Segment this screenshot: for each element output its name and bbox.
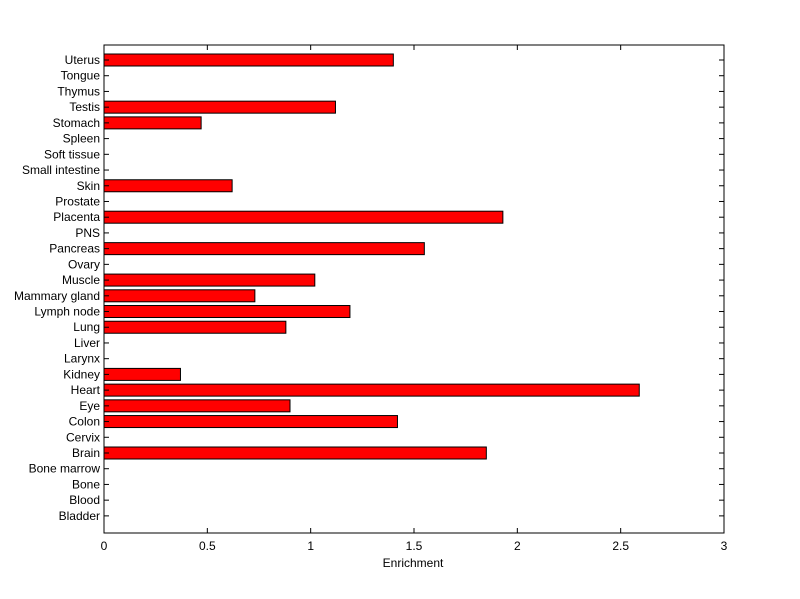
y-tick-label-heart: Heart bbox=[71, 383, 101, 397]
y-tick-label-soft-tissue: Soft tissue bbox=[44, 147, 100, 161]
bar-stomach bbox=[103, 116, 202, 130]
y-tick-label-brain: Brain bbox=[72, 446, 100, 460]
y-tick-label-pancreas: Pancreas bbox=[49, 242, 100, 256]
y-tick-label-bladder: Bladder bbox=[59, 509, 100, 523]
y-tick-label-skin: Skin bbox=[77, 179, 100, 193]
x-tick-label-5: 2.5 bbox=[612, 539, 629, 553]
y-tick-label-larynx: Larynx bbox=[64, 352, 100, 366]
bar-skin bbox=[103, 179, 233, 193]
bar-eye bbox=[103, 399, 291, 413]
y-tick-label-liver: Liver bbox=[74, 336, 100, 350]
y-tick-label-spleen: Spleen bbox=[63, 132, 100, 146]
y-tick-label-muscle: Muscle bbox=[62, 273, 100, 287]
x-axis-title: Enrichment bbox=[383, 556, 444, 570]
plot-frame bbox=[103, 44, 725, 534]
y-tick-label-tongue: Tongue bbox=[61, 69, 101, 83]
y-tick-label-blood: Blood bbox=[69, 493, 100, 507]
x-tick-label-0: 0 bbox=[101, 539, 108, 553]
bar-heart bbox=[103, 383, 640, 397]
y-tick-label-eye: Eye bbox=[79, 399, 100, 413]
y-tick-label-small-intestine: Small intestine bbox=[22, 163, 100, 177]
y-tick-label-bone: Bone bbox=[72, 477, 100, 491]
bar-pancreas bbox=[103, 242, 425, 256]
y-tick-label-pns: PNS bbox=[75, 226, 100, 240]
y-tick-label-lymph-node: Lymph node bbox=[34, 305, 100, 319]
y-tick-label-kidney: Kidney bbox=[63, 367, 100, 381]
x-tick-label-6: 3 bbox=[721, 539, 728, 553]
y-tick-label-placenta: Placenta bbox=[53, 210, 100, 224]
x-tick-label-4: 2 bbox=[514, 539, 521, 553]
bar-placenta bbox=[103, 210, 504, 224]
bar-mammary-gland bbox=[103, 289, 256, 303]
y-tick-label-uterus: Uterus bbox=[65, 53, 100, 67]
y-tick-label-lung: Lung bbox=[73, 320, 100, 334]
x-tick-label-3: 1.5 bbox=[406, 539, 423, 553]
y-tick-label-cervix: Cervix bbox=[66, 430, 100, 444]
y-tick-label-colon: Colon bbox=[69, 415, 100, 429]
y-tick-label-ovary: Ovary bbox=[68, 257, 100, 271]
bar-uterus bbox=[103, 53, 394, 67]
bar-colon bbox=[103, 415, 398, 429]
y-tick-label-stomach: Stomach bbox=[53, 116, 100, 130]
y-tick-label-thymus: Thymus bbox=[57, 84, 100, 98]
y-tick-label-mammary-gland: Mammary gland bbox=[14, 289, 100, 303]
bar-lung bbox=[103, 320, 287, 334]
bar-testis bbox=[103, 100, 336, 114]
bar-kidney bbox=[103, 367, 181, 381]
x-tick-label-2: 1 bbox=[307, 539, 314, 553]
y-tick-label-prostate: Prostate bbox=[55, 194, 100, 208]
bar-brain bbox=[103, 446, 487, 460]
bar-muscle bbox=[103, 273, 316, 287]
y-tick-label-testis: Testis bbox=[69, 100, 100, 114]
x-tick-label-1: 0.5 bbox=[199, 539, 216, 553]
bar-lymph-node bbox=[103, 305, 351, 319]
y-tick-label-bone-marrow: Bone marrow bbox=[29, 462, 101, 476]
